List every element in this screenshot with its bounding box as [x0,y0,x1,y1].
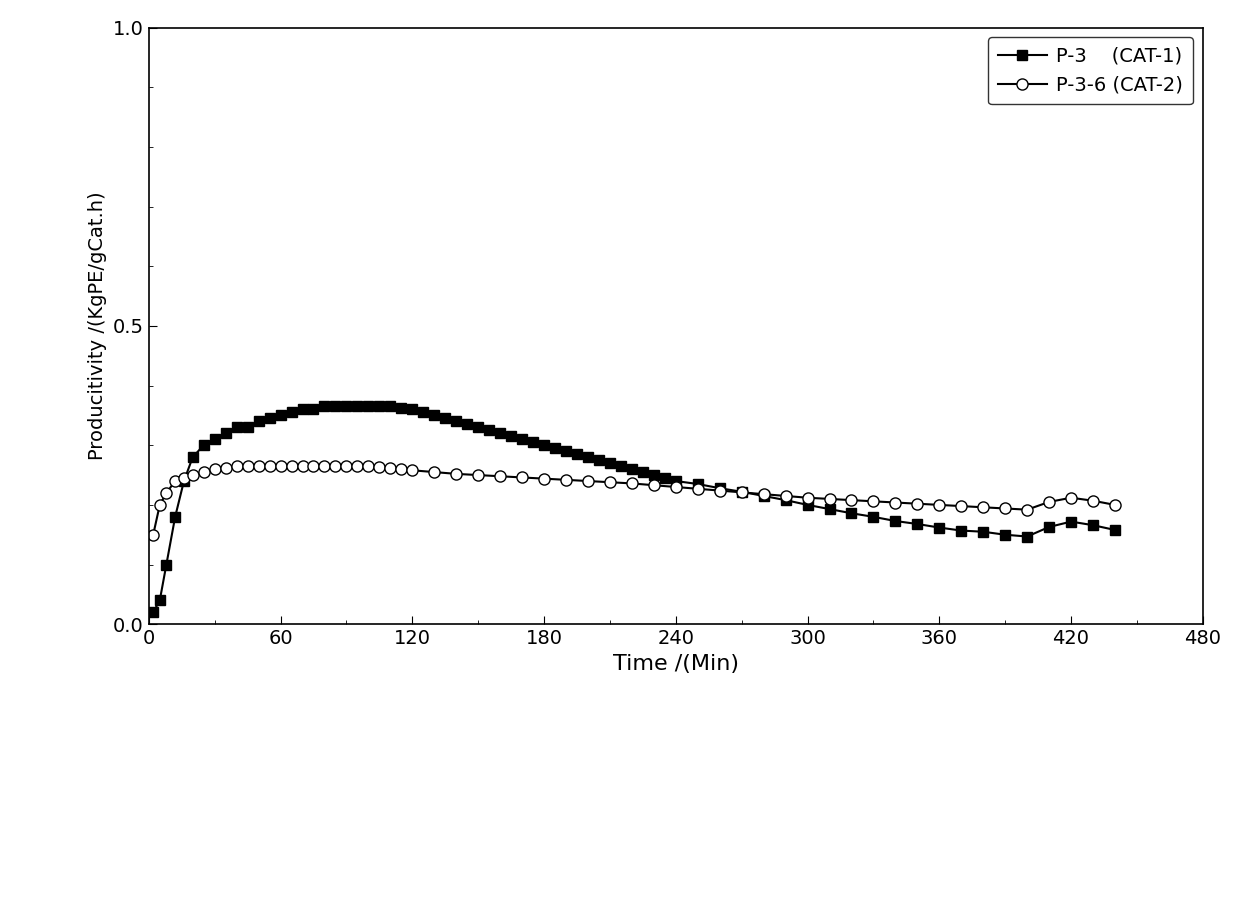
Line: P-3    (CAT-1): P-3 (CAT-1) [149,401,1120,617]
P-3-6 (CAT-2) [284,461,299,472]
P-3-6 (CAT-2) [800,492,815,503]
P-3-6 (CAT-2) [932,499,947,510]
P-3-6 (CAT-2) [1064,492,1079,503]
P-3-6 (CAT-2) [229,461,244,472]
P-3    (CAT-1) [372,401,387,412]
P-3-6 (CAT-2) [712,485,727,496]
P-3-6 (CAT-2) [295,461,310,472]
Line: P-3-6 (CAT-2): P-3-6 (CAT-2) [148,461,1121,541]
P-3    (CAT-1) [910,519,925,530]
X-axis label: Time /(Min): Time /(Min) [613,654,739,674]
P-3    (CAT-1) [146,607,161,618]
P-3    (CAT-1) [317,401,332,412]
P-3    (CAT-1) [306,404,321,415]
P-3    (CAT-1) [558,445,573,456]
P-3-6 (CAT-2) [1107,499,1122,510]
P-3    (CAT-1) [888,516,903,527]
Legend: P-3    (CAT-1), P-3-6 (CAT-2): P-3 (CAT-1), P-3-6 (CAT-2) [988,38,1193,105]
P-3    (CAT-1) [229,421,244,432]
Y-axis label: Producitivity /(KgPE/gCat.h): Producitivity /(KgPE/gCat.h) [88,192,108,460]
P-3-6 (CAT-2) [146,529,161,540]
P-3    (CAT-1) [1107,524,1122,535]
